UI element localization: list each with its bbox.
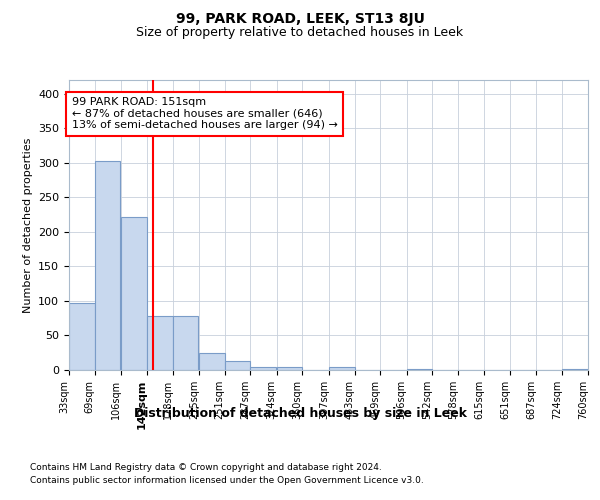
Bar bbox=[121, 216, 147, 370]
Bar bbox=[562, 368, 588, 370]
Bar bbox=[199, 352, 224, 370]
Bar bbox=[407, 368, 433, 370]
Text: Size of property relative to detached houses in Leek: Size of property relative to detached ho… bbox=[136, 26, 464, 39]
Bar bbox=[95, 161, 121, 370]
Text: Distribution of detached houses by size in Leek: Distribution of detached houses by size … bbox=[133, 408, 467, 420]
Bar bbox=[147, 316, 173, 370]
Y-axis label: Number of detached properties: Number of detached properties bbox=[23, 138, 32, 312]
Bar bbox=[277, 366, 302, 370]
Text: Contains HM Land Registry data © Crown copyright and database right 2024.: Contains HM Land Registry data © Crown c… bbox=[30, 462, 382, 471]
Text: 99 PARK ROAD: 151sqm
← 87% of detached houses are smaller (646)
13% of semi-deta: 99 PARK ROAD: 151sqm ← 87% of detached h… bbox=[72, 98, 338, 130]
Bar bbox=[224, 361, 250, 370]
Text: Contains public sector information licensed under the Open Government Licence v3: Contains public sector information licen… bbox=[30, 476, 424, 485]
Text: 99, PARK ROAD, LEEK, ST13 8JU: 99, PARK ROAD, LEEK, ST13 8JU bbox=[176, 12, 424, 26]
Bar bbox=[250, 366, 276, 370]
Bar bbox=[329, 366, 355, 370]
Bar bbox=[173, 316, 198, 370]
Bar bbox=[69, 303, 95, 370]
